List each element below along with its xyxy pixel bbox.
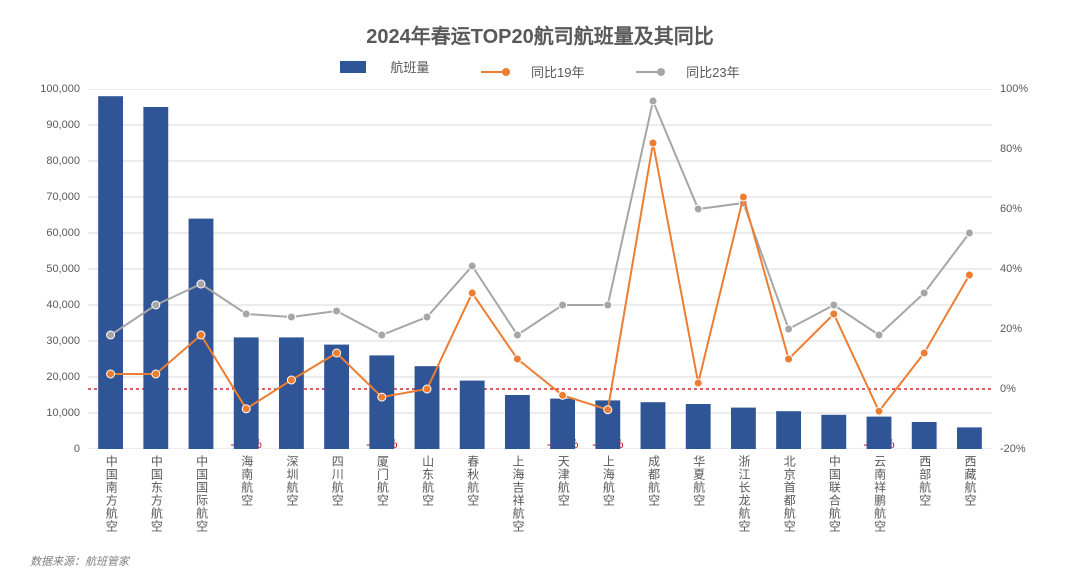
legend-line23-label: 同比23年: [686, 62, 739, 81]
legend-line23: 同比23年: [624, 62, 751, 81]
x-axis-label: 厦门航空: [375, 455, 388, 507]
bar: [415, 366, 440, 449]
legend-bar: 航班量: [328, 57, 441, 76]
bar: [641, 402, 666, 449]
x-axis-label: 中国联合航空: [827, 455, 840, 533]
x-axis-label: 北京首都航空: [782, 455, 795, 533]
legend-line19-marker: [502, 68, 510, 76]
legend-bar-swatch: [340, 61, 366, 73]
x-axis-label: 天津航空: [556, 455, 569, 507]
x-axis-label: 中国东方航空: [149, 455, 162, 533]
plot-area: 010,00020,00030,00040,00050,00060,00070,…: [40, 89, 1040, 449]
x-axis-label: 四川航空: [330, 455, 343, 507]
x-axis-label: 中国国际航空: [194, 455, 207, 533]
bar: [821, 415, 846, 449]
x-axis-label: 海南航空: [240, 455, 253, 507]
legend-line19: 同比19年: [469, 62, 596, 81]
x-axis-label: 深圳航空: [285, 455, 298, 507]
bar: [279, 337, 304, 449]
legend: 航班量 同比19年 同比23年: [40, 57, 1040, 81]
legend-bar-label: 航班量: [390, 57, 429, 76]
x-axis-label: 成都航空: [646, 455, 659, 507]
bar: [731, 408, 756, 449]
x-axis-label: 浙江长龙航空: [737, 455, 750, 533]
bar: [912, 422, 937, 449]
bar: [867, 417, 892, 449]
x-axis-label: 上海航空: [601, 455, 614, 507]
data-source: 数据来源：航班管家: [30, 553, 129, 569]
bar: [143, 107, 168, 449]
legend-line19-label: 同比19年: [531, 62, 584, 81]
x-axis-label: 西部航空: [918, 455, 931, 507]
x-axis-label: 中国南方航空: [104, 455, 117, 533]
x-axis-label: 春秋航空: [466, 455, 479, 507]
x-axis-label: 华夏航空: [692, 455, 705, 507]
bar: [460, 381, 485, 449]
x-axis-label: 西藏航空: [963, 455, 976, 507]
legend-line23-marker: [657, 68, 665, 76]
x-axis-label: 山东航空: [420, 455, 433, 507]
chart-title: 2024年春运TOP20航司航班量及其同比: [40, 20, 1040, 49]
bar: [550, 399, 575, 449]
bar: [505, 395, 530, 449]
chart-container: 2024年春运TOP20航司航班量及其同比 航班量 同比19年 同比23年 01…: [0, 0, 1080, 575]
x-axis-label: 云南祥鹏航空: [872, 455, 885, 533]
bar: [957, 427, 982, 449]
bar: [776, 411, 801, 449]
x-axis-labels: 中国南方航空 中国东方航空 中国国际航空 海南航空 深圳航空 四川航空 厦门航空 山东航空 春秋…: [40, 449, 1040, 559]
bar: [369, 355, 394, 449]
bar: [98, 96, 123, 449]
x-axis-label: 上海吉祥航空: [511, 455, 524, 533]
bar: [686, 404, 711, 449]
